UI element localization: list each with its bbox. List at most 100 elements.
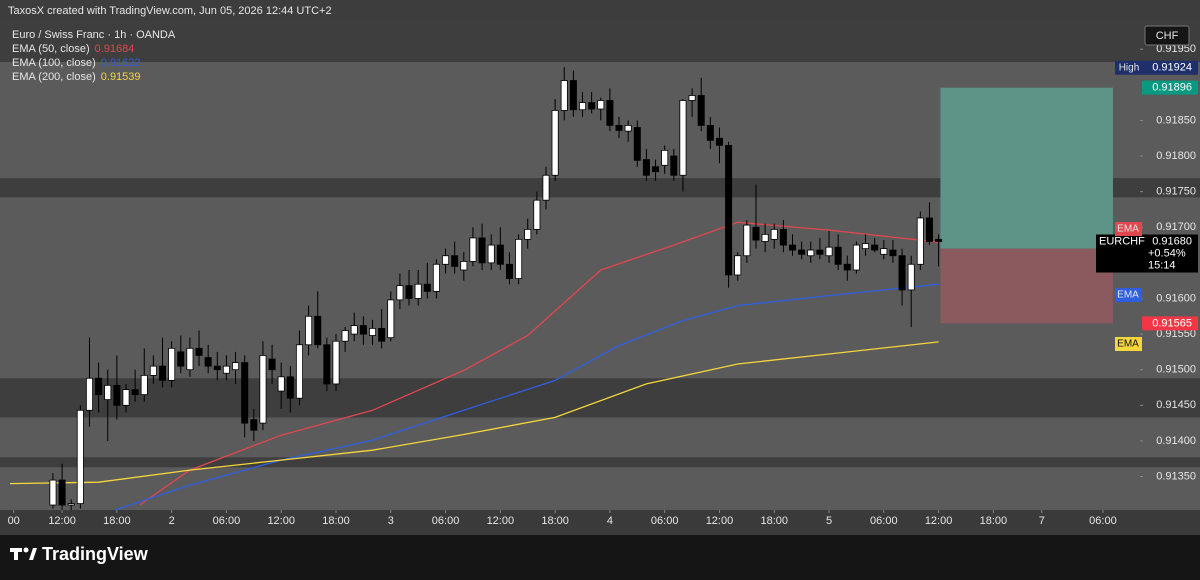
candle-body: [414, 283, 422, 299]
candle-body: [451, 255, 459, 267]
candle-body: [76, 409, 84, 504]
x-tick-label: 12:00: [487, 515, 515, 527]
ema-tag-label: EMA: [1117, 339, 1139, 350]
candle-body: [679, 100, 687, 176]
candle-body: [58, 479, 66, 506]
x-tick-label: 18:00: [541, 515, 569, 527]
legend: EMA (50, close) 0.91684 EMA (100, close) 0.…: [12, 43, 141, 83]
last-price-countdown: 15:14: [1148, 259, 1176, 271]
candle-body: [496, 244, 504, 265]
ema-tag-label: EMA: [1117, 290, 1139, 301]
candle-body: [177, 351, 185, 367]
last-price-symbol: EURCHF: [1099, 235, 1145, 247]
candle-body: [168, 347, 176, 381]
y-tick-label: 0.91700: [1156, 221, 1196, 233]
candle-body: [487, 244, 495, 264]
x-tick-label: 06:00: [1089, 515, 1117, 527]
candle-body: [85, 377, 93, 411]
logo-part: [29, 548, 37, 560]
brand-logo: [10, 547, 37, 560]
ema-line: [114, 283, 939, 511]
candle-body: [834, 246, 842, 265]
candle-body: [286, 376, 294, 399]
zone: [0, 457, 1200, 468]
candle-body: [104, 384, 112, 401]
candle-body: [560, 80, 568, 111]
candle-body: [935, 238, 943, 242]
loss-zone: [940, 248, 1113, 324]
logo-part: [14, 548, 18, 560]
candle-body: [469, 237, 477, 262]
x-tick-label: 12:00: [925, 515, 953, 527]
candle-body: [314, 315, 322, 346]
candle-body: [624, 125, 632, 132]
candle-body: [186, 347, 194, 371]
last-price-box: [1096, 234, 1198, 273]
candle-body: [670, 155, 678, 176]
x-tick-label: 06:00: [651, 515, 679, 527]
candle-body: [843, 263, 851, 271]
price-label: 0.91924: [1152, 62, 1192, 74]
x-tick-label: 12:00: [267, 515, 295, 527]
x-tick-label: 12:00: [706, 515, 734, 527]
candle-body: [551, 110, 559, 176]
candle-body: [378, 327, 386, 342]
candle-body: [122, 389, 130, 406]
legend-value: 0.91622: [101, 57, 141, 69]
y-tick-label: 0.91950: [1156, 43, 1196, 55]
candle-body: [816, 249, 824, 255]
x-tick-label: 12:00: [48, 515, 76, 527]
candle-body: [606, 100, 614, 126]
zone: [0, 378, 1200, 418]
candle-body: [159, 365, 167, 381]
candle-body: [907, 263, 915, 291]
candle-body: [642, 159, 650, 176]
candle-body: [204, 357, 212, 367]
candle-body: [880, 248, 888, 255]
y-tick-label: 0.91450: [1156, 399, 1196, 411]
price-label-box: [1142, 316, 1198, 331]
legend-value: 0.91539: [101, 71, 141, 83]
x-tick-label: 00: [8, 515, 20, 527]
x-tick-label: 06:00: [870, 515, 898, 527]
candle-body: [515, 238, 523, 279]
x-tick-label: 3: [388, 515, 394, 527]
y-tick-label: 0.91750: [1156, 186, 1196, 198]
candle-body: [49, 479, 57, 506]
x-tick-label: 18:00: [103, 515, 131, 527]
candles: [49, 67, 943, 513]
candle-body: [770, 228, 778, 240]
y-tick-label: 0.91350: [1156, 470, 1196, 482]
candle-body: [277, 376, 285, 392]
candle-body: [140, 374, 148, 396]
candle-body: [222, 365, 230, 374]
candle-body: [442, 255, 450, 265]
profit-zone: [940, 87, 1113, 249]
candle-body: [232, 362, 240, 371]
candle-body: [542, 174, 550, 201]
candle-body: [95, 377, 103, 396]
candle-body: [633, 127, 641, 161]
y-tick-label: 0.91400: [1156, 435, 1196, 447]
ema-tag: [1115, 222, 1142, 236]
legend-label: EMA (50, close): [12, 43, 90, 55]
candle-body: [871, 244, 879, 251]
price-labels: High0.919240.918960.916730.91565EURCHF0.…: [1096, 60, 1198, 331]
candle-body: [369, 327, 377, 336]
legend-value: 0.91684: [95, 43, 135, 55]
currency-button-label[interactable]: CHF: [1156, 30, 1179, 42]
candle-body: [725, 144, 733, 276]
legend-label: EMA (100, close): [12, 57, 96, 69]
candle-body: [149, 365, 157, 376]
last-price-change: +0.54%: [1148, 247, 1186, 259]
zone: [0, 20, 1200, 63]
currency-button[interactable]: [1144, 25, 1190, 46]
candle-body: [661, 149, 669, 166]
x-tick-label: 18:00: [980, 515, 1008, 527]
ema-tag-label: EMA: [1117, 224, 1139, 235]
candle-body: [652, 166, 660, 173]
logo-part: [23, 547, 29, 553]
candle-body: [332, 340, 340, 385]
